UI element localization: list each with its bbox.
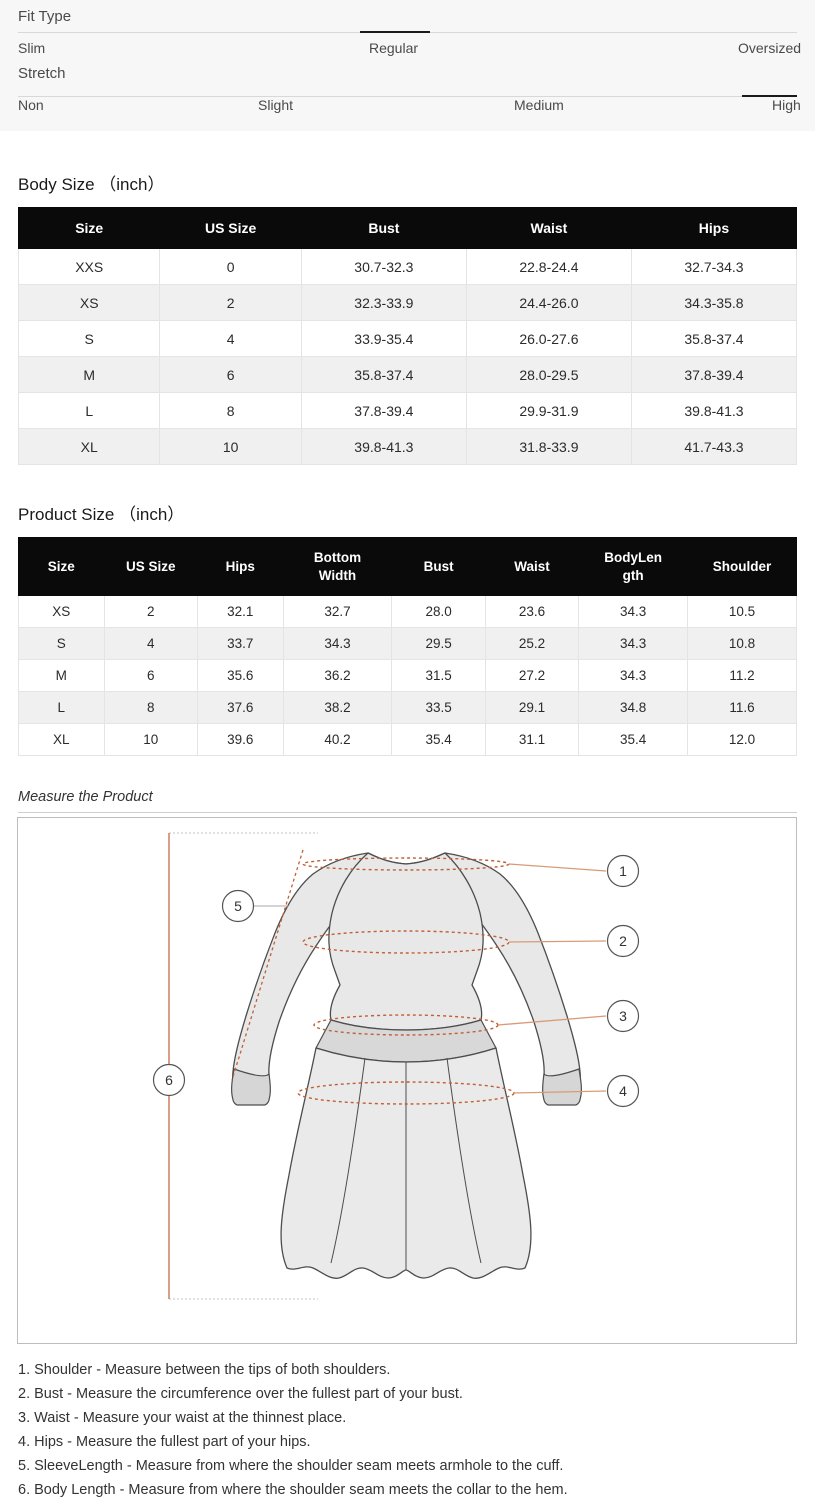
svg-text:2: 2: [619, 933, 627, 949]
svg-text:4: 4: [619, 1083, 627, 1099]
svg-text:1: 1: [619, 863, 627, 879]
svg-text:3: 3: [619, 1008, 627, 1024]
svg-text:5: 5: [234, 898, 242, 914]
svg-text:6: 6: [165, 1072, 173, 1088]
